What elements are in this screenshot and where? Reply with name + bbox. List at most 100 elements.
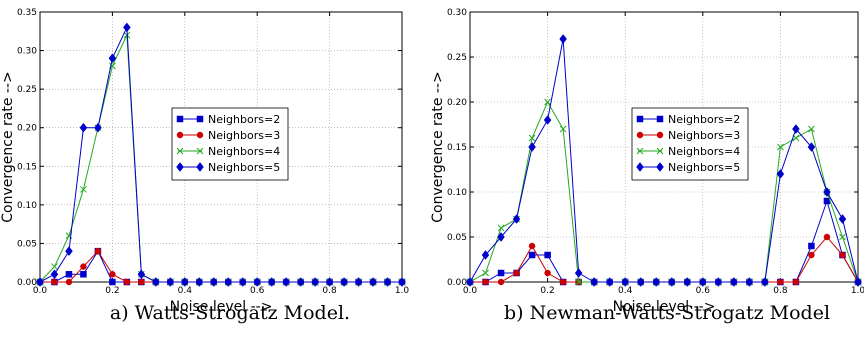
- legend-label-neighbors-3: Neighbors=3: [668, 129, 740, 142]
- legend-marker-neighbors-4: [656, 147, 664, 155]
- data-point-neighbors-4: [808, 125, 815, 133]
- data-point-neighbors-2: [497, 269, 505, 277]
- data-point-neighbors-5: [559, 34, 567, 44]
- legend: Neighbors=2 Neighbors=3 Neighbors=4 Neighbo…: [631, 107, 749, 181]
- data-point-neighbors-5: [398, 277, 406, 287]
- data-point-neighbors-3: [777, 278, 784, 286]
- data-point-neighbors-5: [683, 277, 692, 287]
- data-point-neighbors-3: [65, 278, 73, 286]
- legend-marker-neighbors-5: [636, 162, 644, 172]
- x-tick-label: 0.4: [178, 286, 193, 296]
- legend-marker-neighbors-5: [656, 162, 664, 172]
- caption-watts-strogatz: a) Watts-Strogatz Model.: [109, 302, 351, 324]
- data-point-neighbors-5: [65, 246, 73, 257]
- data-point-neighbors-4: [80, 186, 87, 193]
- data-point-neighbors-2: [109, 278, 116, 286]
- data-point-neighbors-5: [528, 142, 536, 152]
- data-point-neighbors-2: [528, 251, 536, 259]
- y-tick-label: 0.15: [17, 162, 37, 172]
- y-axis-label: Convergence rate -->: [0, 71, 16, 222]
- data-point-neighbors-5: [481, 250, 490, 260]
- y-tick-label: 0.25: [17, 85, 37, 95]
- data-point-neighbors-3: [80, 263, 87, 270]
- legend-marker-neighbors-2: [636, 115, 644, 123]
- legend-marker-neighbors-2: [196, 115, 204, 123]
- legend-box: [631, 107, 749, 181]
- y-tick-label: 0.15: [447, 143, 467, 153]
- data-point-neighbors-5: [497, 232, 505, 242]
- legend-marker-neighbors-5: [176, 162, 184, 172]
- x-tick-label: 0.8: [322, 286, 337, 296]
- x-tick-label: 0.4: [618, 286, 633, 296]
- data-point-neighbors-4: [575, 278, 582, 286]
- y-tick-label: 0.30: [17, 47, 37, 57]
- data-point-neighbors-5: [512, 214, 521, 224]
- data-point-neighbors-3: [792, 278, 800, 286]
- data-point-neighbors-5: [267, 277, 276, 287]
- x-tick-label: 1.0: [395, 286, 410, 296]
- data-point-neighbors-2: [544, 251, 551, 259]
- data-point-neighbors-5: [590, 277, 598, 287]
- data-point-neighbors-5: [745, 277, 754, 287]
- legend-marker-neighbors-4: [196, 147, 204, 155]
- y-tick-label: 0.30: [447, 8, 467, 18]
- data-point-neighbors-5: [854, 277, 862, 287]
- legend-label-neighbors-4: Neighbors=4: [208, 145, 280, 158]
- legend-label-neighbors-2: Neighbors=2: [668, 113, 740, 126]
- data-point-neighbors-5: [574, 268, 583, 278]
- data-point-neighbors-5: [383, 277, 392, 287]
- legend-marker-neighbors-2: [656, 115, 664, 123]
- data-point-neighbors-4: [559, 125, 567, 133]
- legend-marker-neighbors-4: [176, 147, 184, 155]
- data-point-neighbors-3: [94, 247, 102, 255]
- data-point-neighbors-3: [808, 251, 815, 259]
- data-point-neighbors-5: [79, 122, 88, 133]
- y-axis-label: Convergence rate -->: [430, 71, 446, 222]
- y-tick-label: 0.00: [17, 278, 37, 288]
- data-point-neighbors-5: [94, 122, 102, 133]
- data-point-neighbors-5: [369, 277, 377, 287]
- x-tick-label: 1.0: [851, 286, 864, 296]
- data-point-neighbors-2: [808, 242, 815, 250]
- data-point-neighbors-5: [282, 277, 290, 287]
- data-point-neighbors-4: [839, 233, 846, 241]
- data-point-neighbors-5: [761, 277, 769, 287]
- data-point-neighbors-4: [528, 134, 536, 142]
- data-point-neighbors-3: [839, 251, 846, 259]
- x-axis-label: Noise level -->: [170, 299, 273, 315]
- data-point-neighbors-5: [238, 277, 247, 287]
- legend-marker-neighbors-5: [196, 162, 204, 172]
- y-tick-label: 0.05: [17, 239, 37, 249]
- legend-marker-neighbors-3: [196, 131, 204, 139]
- data-point-neighbors-3: [482, 278, 489, 286]
- series-line-neighbors-3: [40, 250, 402, 283]
- legend-marker-neighbors-3: [636, 131, 644, 139]
- series-line-neighbors-2: [40, 250, 402, 283]
- data-point-neighbors-5: [209, 277, 218, 287]
- data-point-neighbors-5: [253, 277, 262, 287]
- y-tick-label: 0.10: [447, 188, 467, 198]
- data-point-neighbors-3: [109, 271, 116, 278]
- data-point-neighbors-5: [652, 277, 661, 287]
- data-point-neighbors-5: [311, 277, 319, 287]
- data-point-neighbors-5: [667, 277, 676, 287]
- data-point-neighbors-5: [730, 277, 738, 287]
- data-point-neighbors-5: [807, 142, 816, 152]
- legend-marker-neighbors-3: [656, 131, 664, 139]
- caption-newman-watts-strogatz: b) Newman-Watts-Strogatz Model: [503, 302, 831, 324]
- series-line-neighbors-5: [469, 38, 859, 283]
- data-point-neighbors-3: [138, 278, 145, 286]
- x-tick-label: 0.2: [105, 286, 119, 296]
- x-tick-label: 0.0: [463, 286, 478, 296]
- data-point-neighbors-5: [605, 277, 614, 287]
- data-point-neighbors-3: [544, 269, 551, 277]
- chart-panel-b: 0.0 0.2 0.4 0.6 0.8 1.0 0.00 0.05 0.10 0.15 0.20 0.…: [430, 8, 864, 315]
- data-point-neighbors-5: [466, 277, 474, 287]
- legend-marker-neighbors-3: [176, 131, 184, 139]
- data-point-neighbors-5: [621, 277, 630, 287]
- data-point-neighbors-5: [123, 22, 131, 33]
- legend: Neighbors=2 Neighbors=3 Neighbors=4 Neighbo…: [171, 107, 289, 181]
- data-point-neighbors-3: [559, 278, 567, 286]
- data-point-neighbors-3: [51, 278, 58, 286]
- x-tick-label: 0.6: [696, 286, 711, 296]
